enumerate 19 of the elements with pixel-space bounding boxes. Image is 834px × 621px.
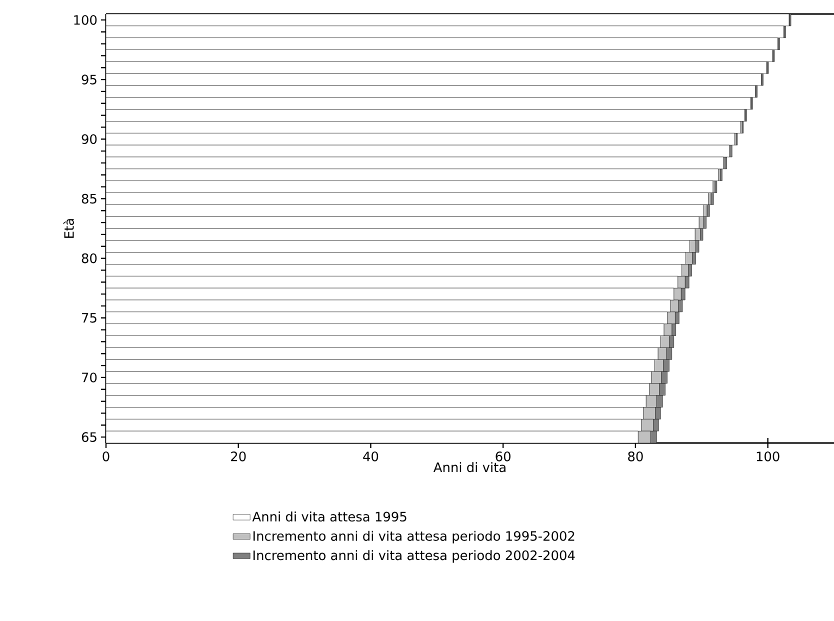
y-tick-label: 70	[82, 372, 97, 382]
x-tick-label: 40	[363, 452, 378, 462]
legend-label: Anni di vita attesa 1995	[252, 512, 406, 522]
y-tick-label: 80	[82, 253, 97, 264]
y-tick-label: 65	[82, 432, 96, 442]
x-tick-label: 80	[628, 452, 643, 462]
y-tick-label: 90	[82, 134, 97, 144]
x-tick-label: 0	[102, 452, 110, 462]
y-tick-label: 85	[82, 194, 96, 204]
y-tick-label: 75	[82, 313, 96, 323]
y-tick-label: 100	[74, 15, 97, 25]
legend-label: Incremento anni di vita attesa periodo 1995-2002	[254, 530, 574, 544]
x-tick-label: 20	[231, 452, 246, 462]
x-tick-label: 100	[756, 452, 780, 462]
y-tick-label: 95	[82, 74, 96, 84]
x-tick-label: 60	[496, 452, 510, 462]
x-axis-title: Anni di vita	[433, 462, 506, 472]
y-axis-title: Età	[63, 219, 74, 238]
legend-label: Incremento anni di vita attesa periodo 2002-2004	[254, 550, 575, 563]
